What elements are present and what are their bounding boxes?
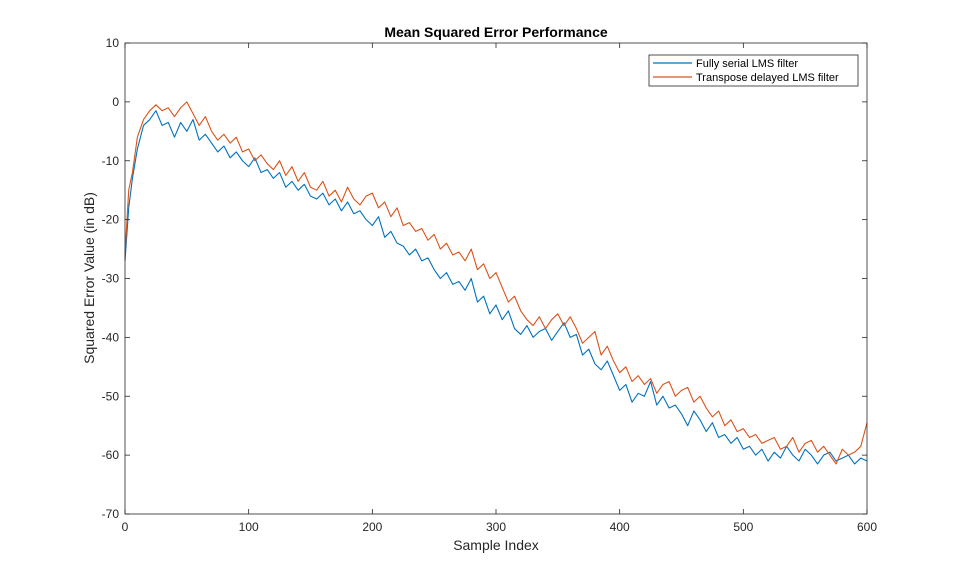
y-tick-label: -40: [102, 330, 120, 344]
legend-box: [648, 54, 859, 87]
x-tick-label: 400: [610, 520, 630, 534]
x-tick-label: 600: [857, 520, 877, 534]
series-layer: [124, 101, 868, 465]
legend: Fully serial LMS filter Transpose delaye…: [648, 54, 859, 87]
axes-layer: 0 100 200 300 400 500 600100-10-20-30-40-50-60…: [102, 36, 878, 534]
series-line-transpose-delayed-lms-filter: [124, 101, 868, 465]
chart-title: Mean Squared Error Performance: [384, 24, 608, 40]
x-tick-label: 0: [122, 520, 129, 534]
y-axis-title: Squared Error Value (in dB): [81, 192, 97, 364]
y-tick-label: -10: [102, 154, 120, 168]
y-tick-label: -30: [102, 272, 120, 286]
y-tick-label: -70: [102, 507, 120, 521]
y-tick-label: -50: [102, 389, 120, 403]
series-line-fully-serial-lms-filter: [124, 110, 868, 465]
y-tick-label: 0: [112, 95, 119, 109]
legend-label-transpose-delayed: Transpose delayed LMS filter: [696, 72, 839, 84]
plot-area: [125, 43, 867, 514]
y-tick-label: -20: [102, 213, 120, 227]
y-tick-label: 10: [106, 36, 120, 50]
x-tick-label: 100: [239, 520, 259, 534]
y-tick-label: -60: [102, 448, 120, 462]
x-tick-label: 500: [733, 520, 753, 534]
legend-label-fully-serial: Fully serial LMS filter: [696, 58, 798, 70]
x-axis-title: Sample Index: [453, 537, 539, 553]
x-tick-label: 200: [362, 520, 382, 534]
x-tick-label: 300: [486, 520, 506, 534]
